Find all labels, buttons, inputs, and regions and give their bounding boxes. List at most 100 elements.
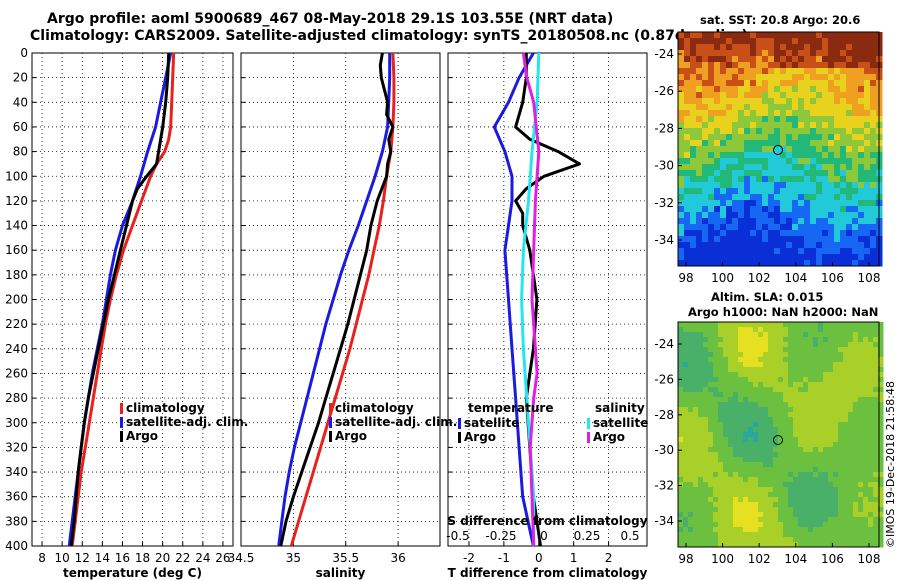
map-cell bbox=[818, 367, 824, 373]
map-cell bbox=[690, 248, 697, 255]
map-cell bbox=[843, 357, 849, 363]
map-cell bbox=[846, 158, 853, 165]
map-cell bbox=[750, 152, 757, 159]
map-cell bbox=[703, 362, 709, 368]
map-cell bbox=[762, 260, 769, 267]
map-cell bbox=[683, 407, 689, 413]
map-cell bbox=[768, 517, 774, 523]
map-cell bbox=[846, 134, 853, 141]
map-cell bbox=[688, 542, 694, 548]
map-cell bbox=[853, 427, 859, 433]
map-cell bbox=[708, 437, 714, 443]
map-cell bbox=[756, 236, 763, 243]
map-cell bbox=[702, 182, 709, 189]
map-cell bbox=[778, 427, 784, 433]
map-cell bbox=[834, 194, 841, 201]
map-cell bbox=[823, 392, 829, 398]
map-cell bbox=[843, 322, 849, 328]
map-cell bbox=[708, 230, 715, 237]
map-cell bbox=[834, 32, 841, 39]
map-cell bbox=[816, 32, 823, 39]
map-cell bbox=[762, 110, 769, 117]
map-cell bbox=[878, 407, 884, 413]
map-cell bbox=[693, 432, 699, 438]
map-cell bbox=[848, 382, 854, 388]
map-cell bbox=[738, 327, 744, 333]
map-cell bbox=[684, 74, 691, 81]
x-tick-label: -2 bbox=[463, 551, 475, 565]
map-cell bbox=[728, 422, 734, 428]
map-cell bbox=[702, 158, 709, 165]
map-cell bbox=[810, 38, 817, 45]
map-cell bbox=[853, 342, 859, 348]
map-cell bbox=[773, 402, 779, 408]
map-cell bbox=[828, 477, 834, 483]
map-cell bbox=[780, 80, 787, 87]
map-cell bbox=[762, 182, 769, 189]
argo-location-marker-sst bbox=[773, 145, 783, 155]
map-cell bbox=[780, 146, 787, 153]
map-cell bbox=[758, 427, 764, 433]
map-cell bbox=[713, 347, 719, 353]
map-cell bbox=[702, 194, 709, 201]
map-cell bbox=[868, 347, 874, 353]
map-cell bbox=[858, 327, 864, 333]
map-cell bbox=[828, 397, 834, 403]
map-cell bbox=[773, 452, 779, 458]
map-cell bbox=[864, 182, 871, 189]
map-cell bbox=[816, 122, 823, 129]
map-cell bbox=[786, 218, 793, 225]
map-cell bbox=[798, 402, 804, 408]
map-cell bbox=[698, 462, 704, 468]
map-cell bbox=[878, 432, 884, 438]
map-cell bbox=[864, 38, 871, 45]
map-cell bbox=[678, 387, 684, 393]
map-cell bbox=[853, 347, 859, 353]
map-cell bbox=[743, 517, 749, 523]
map-cell bbox=[728, 517, 734, 523]
map-cell bbox=[808, 382, 814, 388]
map-cell bbox=[698, 322, 704, 328]
map-cell bbox=[768, 397, 774, 403]
map-cell bbox=[878, 392, 884, 398]
map-cell bbox=[703, 457, 709, 463]
map-cell bbox=[683, 472, 689, 478]
map-cell bbox=[828, 230, 835, 237]
map-cell bbox=[713, 512, 719, 518]
map-cell bbox=[818, 397, 824, 403]
map-cell bbox=[714, 32, 721, 39]
map-cell bbox=[678, 170, 685, 177]
map-cell bbox=[816, 170, 823, 177]
map-cell bbox=[846, 242, 853, 249]
map-cell bbox=[718, 477, 724, 483]
map-cell bbox=[823, 477, 829, 483]
map-cell bbox=[758, 467, 764, 473]
map-cell bbox=[743, 482, 749, 488]
map-cell bbox=[798, 44, 805, 51]
map-cell bbox=[798, 170, 805, 177]
y-tick-label: 80 bbox=[13, 145, 28, 159]
map-cell bbox=[738, 362, 744, 368]
y-tick-label: 260 bbox=[5, 366, 28, 380]
map-cell bbox=[678, 44, 685, 51]
map-cell bbox=[804, 86, 811, 93]
map-cell bbox=[848, 452, 854, 458]
map-cell bbox=[748, 332, 754, 338]
map-cell bbox=[678, 248, 685, 255]
map-cell bbox=[738, 412, 744, 418]
map-cell bbox=[858, 236, 865, 243]
map-cell bbox=[803, 402, 809, 408]
map-cell bbox=[723, 477, 729, 483]
map-cell bbox=[738, 224, 745, 231]
map-cell bbox=[853, 402, 859, 408]
map-cell bbox=[756, 140, 763, 147]
map-cell bbox=[678, 92, 685, 99]
map-cell bbox=[738, 537, 744, 543]
map-cell bbox=[810, 224, 817, 231]
map-cell bbox=[728, 527, 734, 533]
map-cell bbox=[708, 467, 714, 473]
map-cell bbox=[732, 194, 739, 201]
map-cell bbox=[780, 170, 787, 177]
map-cell bbox=[763, 342, 769, 348]
map-cell bbox=[798, 260, 805, 267]
